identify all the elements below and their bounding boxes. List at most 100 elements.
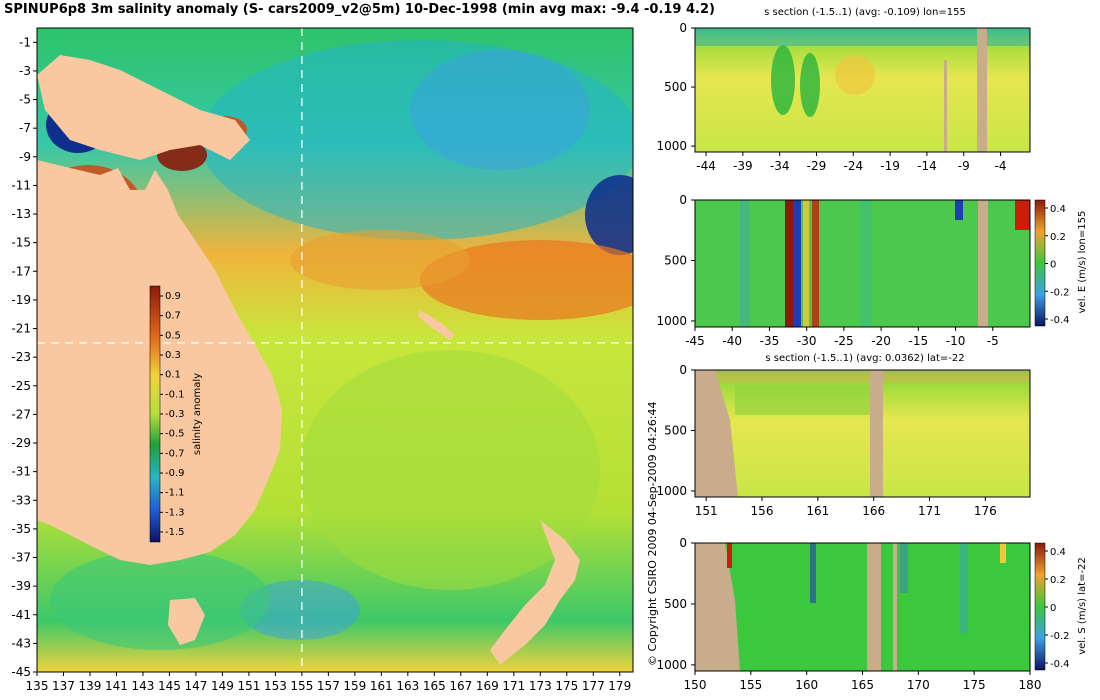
section-1-x-ticks: -44 -39 -34 -29 -24 -19 -14 -9 -4: [696, 152, 1007, 173]
x-tick-label: -10: [946, 334, 966, 348]
section-3-title: s section (-1.5..1) (avg: 0.0362) lat=-2…: [765, 353, 964, 364]
map-colorbar-label: salinity anomaly: [192, 373, 203, 455]
depth-tick-label: 1000: [656, 139, 687, 153]
map-lat-tick-label: -29: [11, 436, 31, 450]
map-colorbar-tick-label: -0.3: [165, 409, 185, 420]
map-lat-tick-label: -3: [19, 64, 31, 78]
x-tick-label: -35: [760, 334, 780, 348]
section-panel-3: s section (-1.5..1) (avg: 0.0362) lat=-2…: [656, 353, 1031, 518]
colorbar-tick-label: 0.4: [1050, 547, 1066, 558]
map-lon-tick-label: 173: [529, 679, 552, 693]
section-panel-4: 0.4 0.2 0 -0.2 -0.4 vel. S (m/s) lat=-22 0 50…: [656, 536, 1088, 692]
depth-tick-label: 0: [679, 363, 687, 377]
x-tick-label: -39: [733, 159, 753, 173]
map-colorbar-tick-label: -0.1: [165, 389, 185, 400]
colorbar-tick-label: 0.2: [1050, 232, 1066, 243]
map-lon-tick-label: 157: [317, 679, 340, 693]
map-colorbar-tick-label: 0.9: [165, 291, 181, 302]
x-tick-label: 156: [751, 504, 774, 518]
map-lon-tick-label: 141: [105, 679, 128, 693]
x-tick-label: -15: [909, 334, 929, 348]
x-tick-label: -34: [770, 159, 790, 173]
map-colorbar-tick-label: -1.5: [165, 527, 185, 538]
map-lon-tick-label: 179: [608, 679, 631, 693]
colorbar-tick-label: -0.2: [1050, 631, 1070, 642]
map-lat-tick-label: -19: [11, 293, 31, 307]
map-lat-ticks: -1 -3 -5 -7 -9 -11 -13 -15 -17 -19 -21 -23 -25 -27 -29…: [11, 35, 37, 679]
map-lat-tick-label: -43: [11, 636, 31, 650]
map-lon-tick-label: 163: [396, 679, 419, 693]
map-lat-tick-label: -1: [19, 35, 31, 49]
depth-tick-label: 500: [664, 423, 687, 437]
map-lat-tick-label: -31: [11, 465, 31, 479]
map-colorbar-tick-label: -1.1: [165, 488, 185, 499]
x-tick-label: -29: [807, 159, 827, 173]
map-lat-tick-label: -39: [11, 579, 31, 593]
map-lat-tick-label: -27: [11, 407, 31, 421]
map-lon-tick-label: 147: [184, 679, 207, 693]
map-lon-tick-label: 135: [26, 679, 49, 693]
colorbar-tick-label: -0.2: [1050, 287, 1070, 298]
x-tick-label: 166: [862, 504, 885, 518]
map-colorbar-tick-label: 0.7: [165, 311, 181, 322]
map-colorbar-tick-label: -0.9: [165, 468, 185, 479]
depth-tick-label: 1000: [656, 658, 687, 672]
x-tick-label: 160: [795, 678, 818, 692]
map-lat-tick-label: -15: [11, 236, 31, 250]
x-tick-label: 171: [918, 504, 941, 518]
map-lon-tick-label: 159: [343, 679, 366, 693]
map-lon-tick-label: 153: [264, 679, 287, 693]
salinity-map: 135 137 139 141 143 145 147 149 151 153 155 157 159 1…: [11, 27, 634, 693]
map-lon-tick-label: 149: [211, 679, 234, 693]
map-lon-tick-label: 165: [423, 679, 446, 693]
x-tick-label: -9: [958, 159, 970, 173]
x-tick-label: -25: [834, 334, 854, 348]
x-tick-label: -30: [797, 334, 817, 348]
depth-tick-label: 1000: [656, 484, 687, 498]
map-lon-tick-label: 171: [502, 679, 525, 693]
map-colorbar-tick-label: 0.3: [165, 350, 181, 361]
map-colorbar-tick-label: -0.5: [165, 429, 185, 440]
section-2-colorbar-ticks: 0.4 0.2 0 -0.2 -0.4: [1045, 204, 1070, 326]
section-panel-2: 0.4 0.2 0 -0.2 -0.4 vel. E (m/s) lon=155 0 50…: [656, 193, 1088, 348]
depth-tick-label: 0: [679, 21, 687, 35]
colorbar-tick-label: -0.4: [1050, 315, 1070, 326]
colorbar-tick-label: 0.2: [1050, 575, 1066, 586]
x-tick-label: 175: [963, 678, 986, 692]
x-tick-label: 150: [684, 678, 707, 692]
section-2-colorbar: [1034, 199, 1046, 327]
map-lat-tick-label: -23: [11, 350, 31, 364]
main-title: SPINUP6p8 3m salinity anomaly (S- cars20…: [4, 2, 715, 17]
section-2-depth-ticks: 0 500 1000: [656, 193, 695, 328]
x-tick-label: -45: [685, 334, 705, 348]
x-tick-label: 151: [695, 504, 718, 518]
x-tick-label: 165: [851, 678, 874, 692]
depth-tick-label: 500: [664, 597, 687, 611]
depth-tick-label: 0: [679, 536, 687, 550]
section-4-colorbar-label: vel. S (m/s) lat=-22: [1077, 557, 1088, 655]
x-tick-label: -20: [871, 334, 891, 348]
section-1-depth-ticks: 0 500 1000: [656, 21, 695, 153]
map-lon-tick-label: 161: [370, 679, 393, 693]
map-lat-tick-label: -5: [19, 93, 31, 107]
map-colorbar-ticks: 0.9 0.7 0.5 0.3 0.1 -0.1 -0.3 -0.5 -0.7 -0.9 -1.1 -…: [160, 291, 185, 538]
map-lon-tick-label: 143: [132, 679, 155, 693]
colorbar-tick-label: 0: [1050, 603, 1056, 614]
depth-tick-label: 0: [679, 193, 687, 207]
map-lon-tick-label: 137: [52, 679, 75, 693]
map-lat-tick-label: -21: [11, 322, 31, 336]
x-tick-label: 161: [806, 504, 829, 518]
map-colorbar: [149, 285, 161, 543]
x-tick-label: -24: [843, 159, 863, 173]
x-tick-label: -14: [917, 159, 937, 173]
depth-tick-label: 1000: [656, 314, 687, 328]
x-tick-label: -44: [696, 159, 716, 173]
colorbar-tick-label: 0: [1050, 260, 1056, 271]
map-lat-tick-label: -41: [11, 608, 31, 622]
x-tick-label: 170: [907, 678, 930, 692]
map-lat-tick-label: -7: [19, 121, 31, 135]
x-tick-label: -40: [722, 334, 742, 348]
section-3-x-ticks: 151 156 161 166 171 176: [695, 497, 997, 518]
x-tick-label: -19: [880, 159, 900, 173]
map-lat-tick-label: -25: [11, 379, 31, 393]
